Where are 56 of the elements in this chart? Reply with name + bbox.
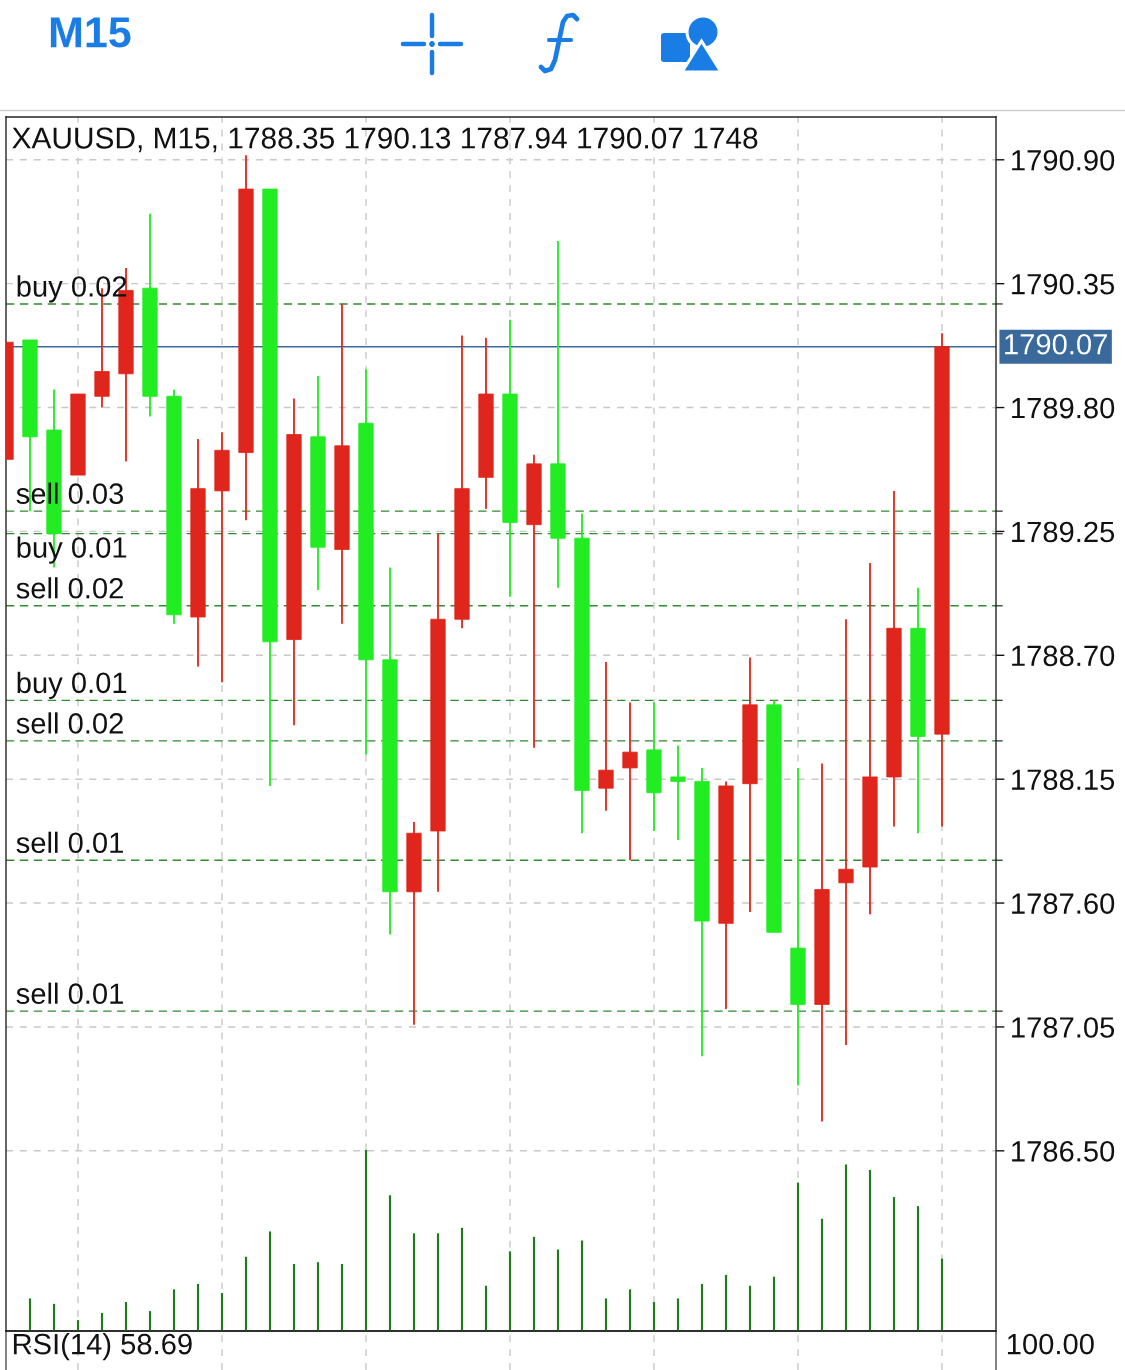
ref-line-label: 1790.07: [1005, 333, 1107, 355]
bar: [844, 1164, 848, 1331]
bar: [172, 1289, 176, 1331]
bar: [484, 1285, 488, 1331]
candlestick: [670, 744, 686, 841]
chart-title: XAUUSD, M15, 1788.35 1790.13 1787.94 1790.07 1748: [12, 127, 758, 153]
text: M15: [50, 17, 131, 48]
bar: [268, 1231, 272, 1331]
ref-line-label: sell 0.01: [16, 982, 123, 1005]
y-tick-label: 1787.60: [1012, 893, 1115, 914]
y-tick-label: 1790.90: [1012, 150, 1115, 171]
y-tick-label: 1788.70: [1012, 645, 1115, 667]
bar: [940, 1258, 944, 1331]
bar: [388, 1195, 392, 1331]
y-tick-label: 1789.80: [1012, 397, 1115, 419]
text: 100.00: [1007, 1333, 1094, 1355]
bar: [508, 1251, 512, 1331]
bar: [772, 1276, 776, 1331]
bar: [244, 1256, 248, 1331]
bar: [220, 1292, 224, 1331]
y-tick-label: 1786.50: [1012, 1141, 1115, 1162]
bar: [796, 1182, 800, 1331]
bar: [628, 1289, 632, 1331]
bar: [604, 1298, 608, 1331]
ref-line-label: sell 0.02: [16, 712, 123, 734]
candlestick: [622, 701, 638, 862]
bar: [868, 1169, 872, 1331]
bar: [364, 1150, 368, 1331]
bar: [556, 1249, 560, 1331]
bar: [292, 1264, 296, 1331]
text: RSI(14) 58.69: [13, 1333, 192, 1361]
bar: [532, 1236, 536, 1331]
y-tick-label: 1788.15: [1012, 769, 1115, 791]
bar: [676, 1298, 680, 1331]
bar: [460, 1227, 464, 1331]
ref-line-label: buy 0.01: [17, 671, 127, 699]
bar: [892, 1197, 896, 1331]
bar: [724, 1274, 728, 1331]
y-tick-label: 1790.35: [1012, 273, 1115, 295]
candlestick: [598, 661, 614, 812]
bar: [748, 1285, 752, 1331]
bar: [700, 1283, 704, 1331]
y-tick-label: 1789.25: [1012, 521, 1115, 543]
ref-line-label: sell 0.01: [16, 831, 123, 854]
bar: [436, 1233, 440, 1331]
bar: [316, 1262, 320, 1331]
bar: [196, 1283, 200, 1331]
ref-line-label: sell 0.02: [16, 577, 123, 599]
bar: [28, 1298, 32, 1331]
bar: [580, 1240, 584, 1331]
bar: [340, 1264, 344, 1331]
bar: [412, 1233, 416, 1331]
y-tick-label: 1787.05: [1012, 1017, 1115, 1038]
bar: [916, 1206, 920, 1331]
bar: [820, 1218, 824, 1331]
candlestick: [838, 618, 854, 1046]
